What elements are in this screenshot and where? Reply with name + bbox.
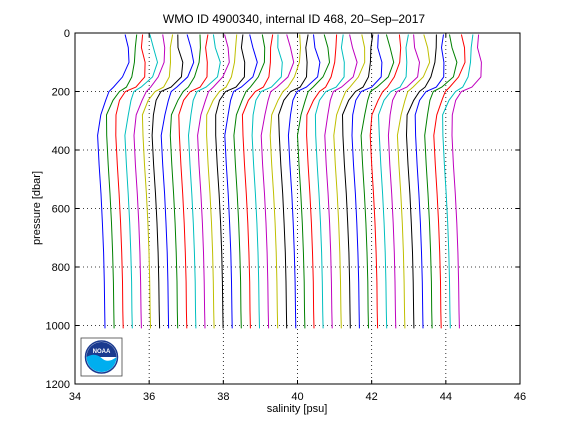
y-tick-label: 0 xyxy=(64,28,70,40)
x-tick-label: 34 xyxy=(69,391,81,403)
x-tick-label: 46 xyxy=(514,391,526,403)
profile-line xyxy=(333,34,366,329)
profile-line xyxy=(278,34,309,329)
profile-line xyxy=(296,34,331,329)
profile-line xyxy=(377,34,409,329)
profile-line xyxy=(433,34,466,329)
logo-wave xyxy=(86,354,117,373)
profile-line xyxy=(351,34,383,329)
y-tick-label: 400 xyxy=(52,145,70,157)
profile-line xyxy=(369,34,402,329)
noaa-logo: NOAA xyxy=(80,337,123,377)
profile-series xyxy=(97,34,482,329)
profile-line xyxy=(206,34,238,329)
x-tick-label: 44 xyxy=(440,391,452,403)
y-tick-label: 1200 xyxy=(46,379,70,391)
profile-line xyxy=(151,34,184,329)
profile-line xyxy=(160,34,195,329)
logo-upper xyxy=(86,342,117,357)
profile-line xyxy=(141,34,174,329)
x-tick-label: 42 xyxy=(366,391,378,403)
profile-line xyxy=(269,34,302,329)
profile-line xyxy=(178,34,209,329)
y-tick-label: 600 xyxy=(52,204,70,216)
profile-line xyxy=(287,34,321,329)
logo-text: NOAA xyxy=(93,349,111,355)
y-tick-label: 200 xyxy=(52,87,70,99)
y-tick-label: 800 xyxy=(52,262,70,274)
profile-line xyxy=(251,34,283,329)
profile-line xyxy=(396,34,431,329)
chart-title: WMO ID 4900340, internal ID 468, 20–Sep–… xyxy=(163,12,425,26)
profile-line xyxy=(314,34,345,329)
profile-line xyxy=(451,34,482,329)
x-tick-label: 36 xyxy=(143,391,155,403)
profile-line xyxy=(224,34,258,329)
profile-line xyxy=(442,34,474,329)
x-axis-label: salinity [psu] xyxy=(267,403,328,415)
profile-line xyxy=(241,34,274,329)
axis-ticks: 34 36 38 40 42 44 46 0 200 400 600 800 1000 1200 xyxy=(46,28,527,403)
profile-line xyxy=(260,34,295,329)
profile-line xyxy=(115,34,146,329)
profile-line xyxy=(306,34,338,329)
profile-line xyxy=(124,34,159,329)
profile-line xyxy=(387,34,421,329)
profile-line xyxy=(233,34,266,329)
profile-line xyxy=(97,34,130,329)
profile-line xyxy=(133,34,166,329)
profile-line xyxy=(414,34,445,329)
x-tick-label: 38 xyxy=(217,391,229,403)
y-tick-label: 1000 xyxy=(46,321,70,333)
profile-line xyxy=(324,34,358,329)
profile-line xyxy=(405,34,437,329)
profile-line xyxy=(360,34,395,329)
profile-line xyxy=(197,34,230,329)
profile-line xyxy=(341,34,374,329)
profile-line xyxy=(215,34,246,329)
x-tick-label: 40 xyxy=(291,391,303,403)
y-axis-label: pressure [dbar] xyxy=(31,171,43,245)
profile-line xyxy=(105,34,138,329)
profile-line xyxy=(424,34,458,329)
profile-line xyxy=(169,34,201,329)
profile-line xyxy=(187,34,221,329)
